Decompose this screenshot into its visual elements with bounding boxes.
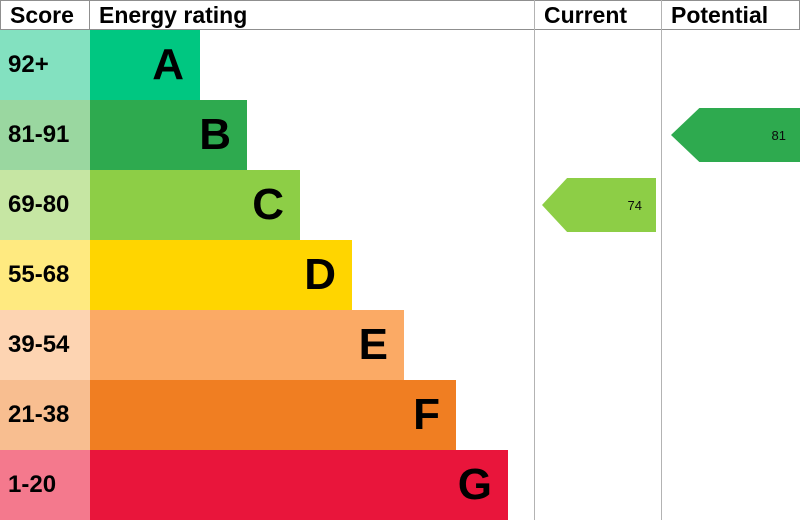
score-range-d: 55-68 [0, 240, 90, 310]
band-letter-e: E [358, 320, 388, 369]
rating-bar-e: E [90, 310, 404, 380]
rating-bar-f: F [90, 380, 456, 450]
band-letter-a: A [152, 40, 184, 89]
score-range-f: 21-38 [0, 380, 90, 450]
score-range-a: 92+ [0, 30, 90, 100]
band-row-a: 92+ A [0, 30, 800, 100]
band-letter-d: D [304, 250, 336, 299]
band-row-e: 39-54 E [0, 310, 800, 380]
score-range-e: 39-54 [0, 310, 90, 380]
band-row-b: 81-91 B [0, 100, 800, 170]
rating-bar-a: A [90, 30, 200, 100]
rating-bar-g: G [90, 450, 508, 520]
band-row-c: 69-80 C [0, 170, 800, 240]
energy-rating-column-header: Energy rating [89, 0, 535, 30]
band-letter-c: C [252, 180, 284, 229]
potential-rating-arrow: 81 [671, 108, 800, 162]
score-range-b: 81-91 [0, 100, 90, 170]
band-row-g: 1-20 G [0, 450, 800, 520]
band-letter-f: F [413, 390, 440, 439]
rating-bar-b: B [90, 100, 247, 170]
score-range-c: 69-80 [0, 170, 90, 240]
current-rating-value: 74 [627, 197, 642, 213]
band-letter-g: G [457, 460, 492, 509]
rating-bar-d: D [90, 240, 352, 310]
score-column-header: Score [0, 0, 90, 30]
potential-rating-value: 81 [771, 127, 786, 143]
rating-bar-c: C [90, 170, 300, 240]
current-rating-arrow: 74 [542, 178, 656, 232]
current-column-header: Current [534, 0, 662, 30]
potential-column-divider [661, 0, 662, 520]
band-row-d: 55-68 D [0, 240, 800, 310]
band-letter-b: B [199, 110, 231, 159]
current-column-divider [534, 0, 535, 520]
score-range-g: 1-20 [0, 450, 90, 520]
band-row-f: 21-38 F [0, 380, 800, 450]
potential-column-header: Potential [661, 0, 800, 30]
